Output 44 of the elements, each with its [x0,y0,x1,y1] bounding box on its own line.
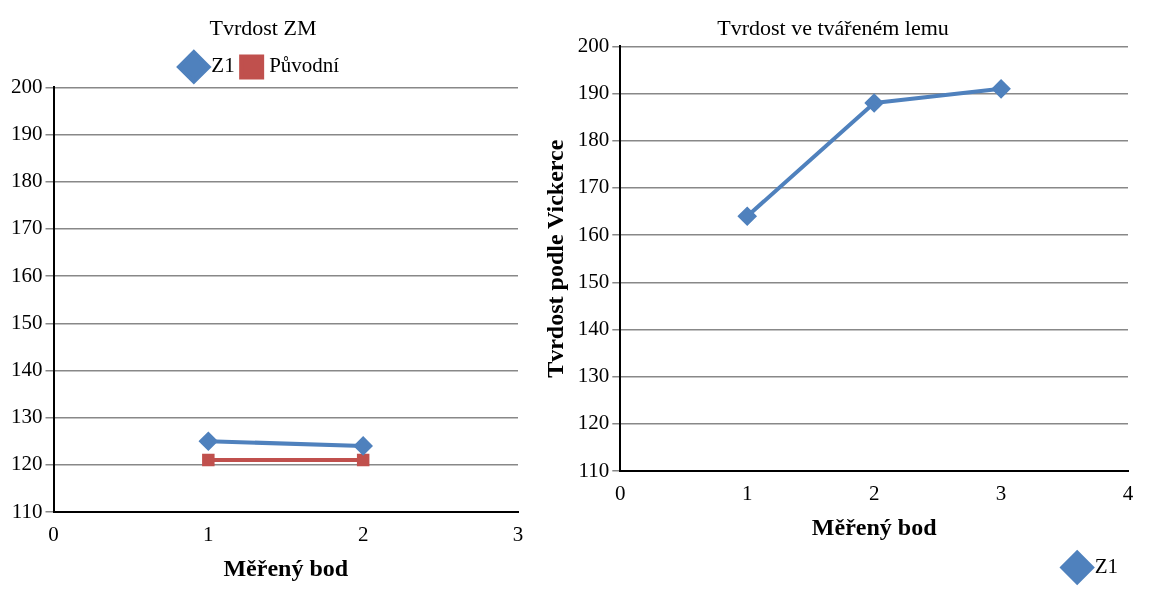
point [354,436,373,455]
y-tick-label: 160 [577,221,610,246]
y-tick-label: 180 [11,168,43,193]
y-tick-label: 160 [11,262,43,287]
y-tick-label: 200 [11,73,43,98]
y-tick-label: 120 [11,451,43,476]
chart-title: Tvrdost ZM [209,14,317,40]
y-tick-label: 110 [11,498,43,523]
x-tick-label: 2 [357,522,369,547]
y-tick-label: 110 [578,457,610,482]
x-tick-label: 2 [868,481,880,506]
y-tick-label: 180 [577,127,610,152]
x-tick-label: 0 [615,481,626,506]
legend-label: Původní [269,53,340,78]
x-axis-title: Měřený bod [223,554,349,581]
y-tick-label: 130 [11,404,43,429]
y-tick-label: 200 [577,32,610,57]
y-tick-label: 170 [577,174,610,199]
y-tick-label: 140 [577,315,610,340]
x-tick-label: 3 [995,481,1007,506]
y-tick-label: 190 [11,121,43,146]
x-tick-label: 4 [1122,481,1134,506]
point [865,94,884,113]
y-tick-label: 130 [577,363,610,388]
chart-title: Tvrdost ve tvářeném lemu [717,14,949,40]
y-tick-label: 190 [577,80,610,105]
y-tick-label: 150 [11,309,43,334]
y-tick-label: 140 [11,356,43,381]
point [202,453,215,467]
point [356,453,370,467]
x-tick-label: 1 [741,481,753,506]
y-tick-label: 120 [577,410,610,435]
point [992,79,1011,98]
legend-label: Z1 [1094,554,1118,579]
point [199,432,218,451]
x-tick-label: 0 [48,522,59,547]
x-axis-title: Měřený bod [811,513,938,540]
legend-label: Z1 [211,53,235,78]
y-tick-label: 150 [577,268,610,293]
y-axis-title: Tvrdost podle Vickerce [541,139,568,378]
point [738,207,757,226]
x-tick-label: 1 [203,522,214,547]
x-tick-label: 3 [512,522,524,547]
y-tick-label: 170 [11,215,43,240]
